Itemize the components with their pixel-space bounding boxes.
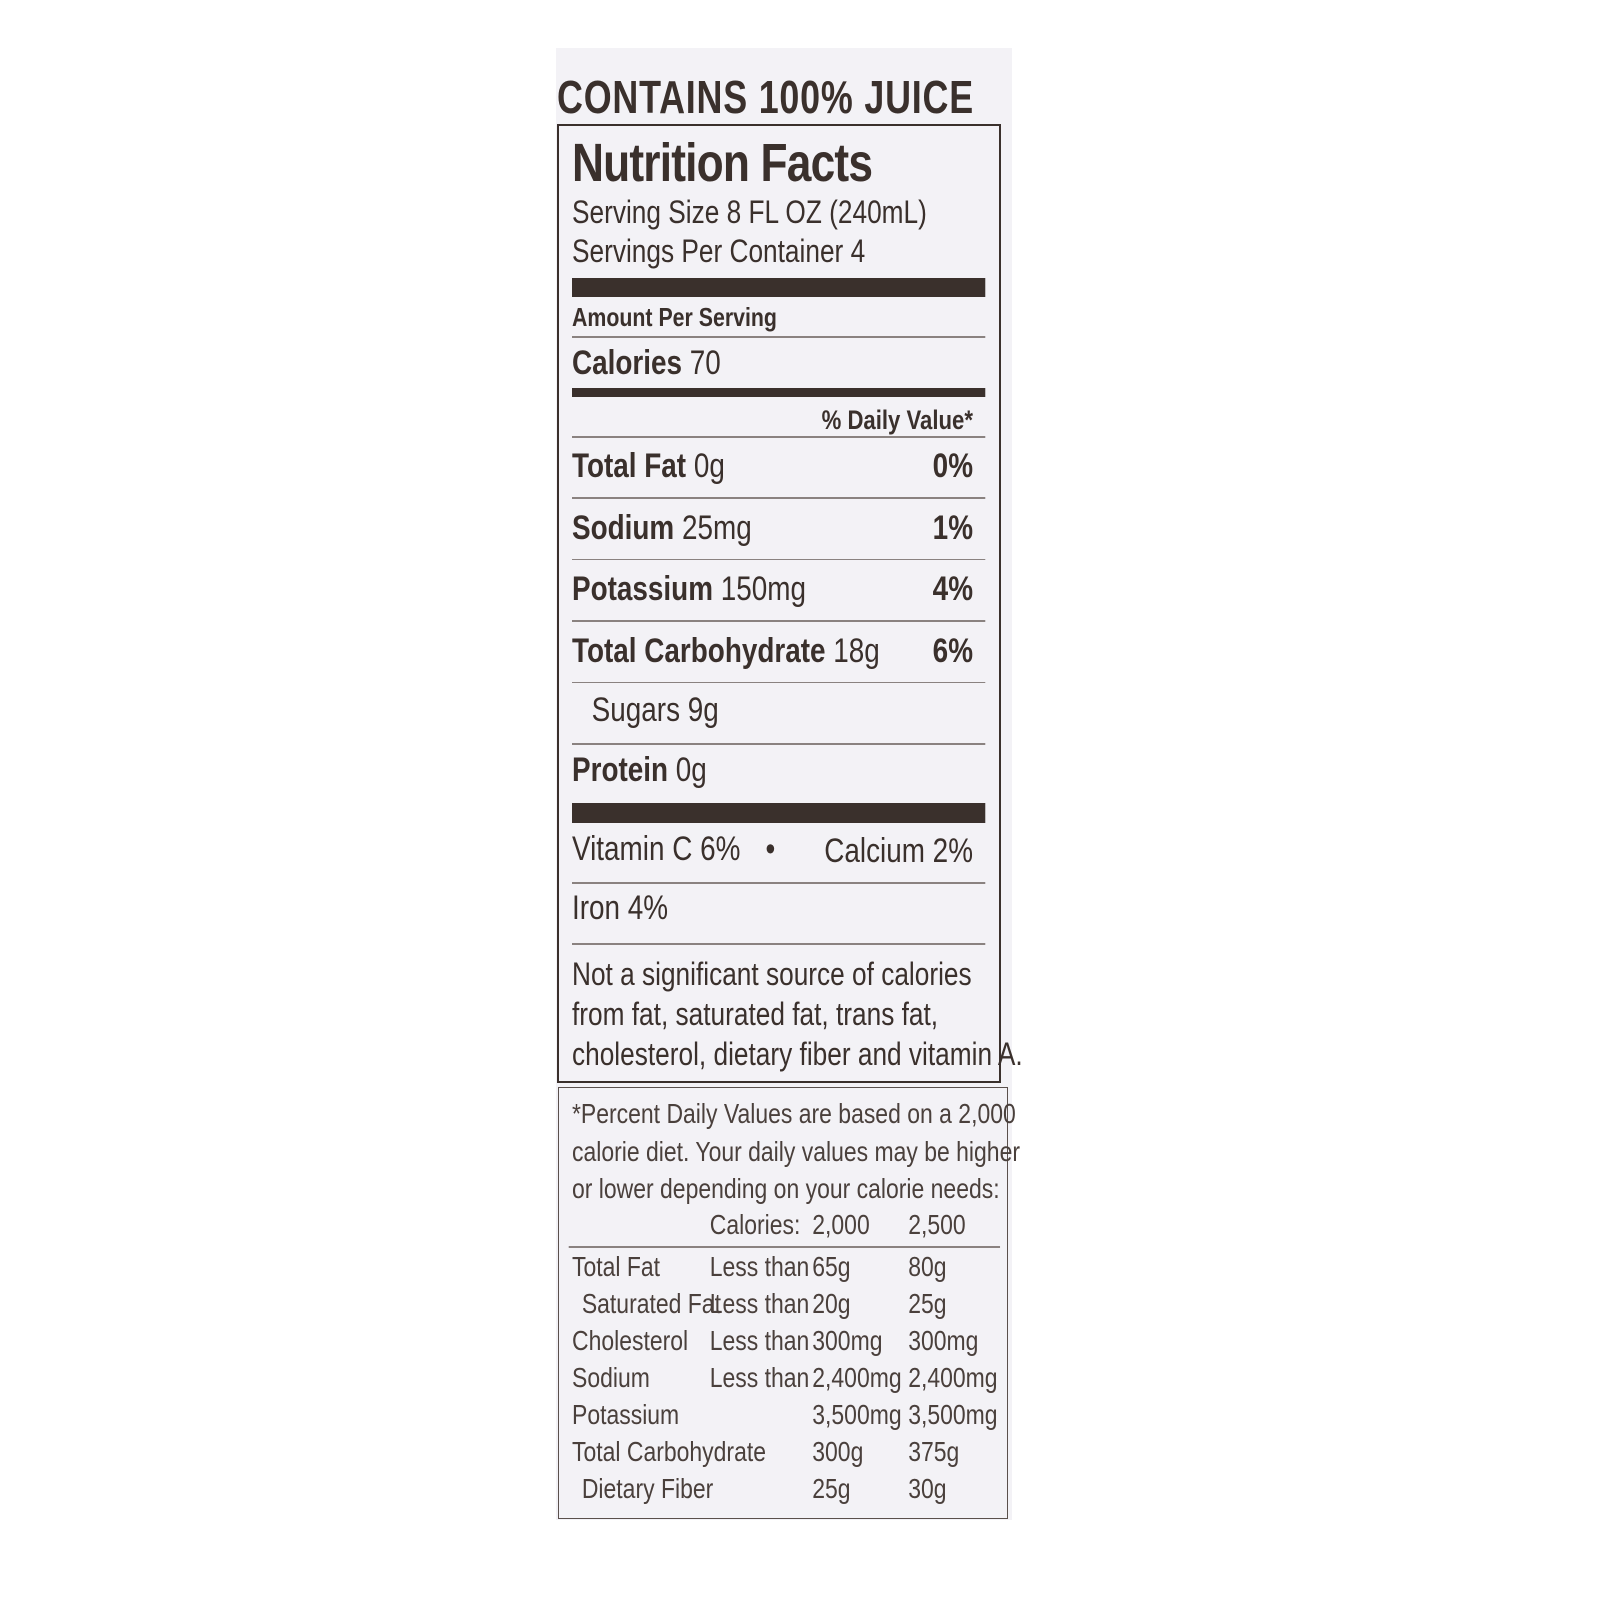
calcium: Calcium 2%: [824, 832, 973, 870]
juice-claim: CONTAINS 100% JUICE: [557, 71, 974, 123]
vitamin-c: Vitamin C 6%: [572, 830, 741, 868]
medium-rule: [572, 388, 986, 397]
rule: [572, 743, 986, 745]
nutrient-amount: 150mg: [720, 570, 807, 608]
amount-per-serving: Amount Per Serving: [572, 302, 777, 332]
footnote-nutrient: Total Carbohydrate: [572, 1436, 766, 1467]
footnote-nutrient: Potassium: [572, 1399, 680, 1430]
protein-amount: 0g: [675, 751, 707, 789]
footnote-2000: 65g: [812, 1251, 851, 1282]
separator: •: [765, 830, 776, 868]
rule: [572, 436, 986, 438]
footnote-line: or lower depending on your calorie needs…: [572, 1173, 1000, 1204]
footnote-line: *Percent Daily Values are based on a 2,0…: [572, 1098, 1016, 1129]
footnote-nutrient: Dietary Fiber: [581, 1473, 714, 1504]
column-heading: 2,000: [812, 1209, 870, 1240]
nutrient-amount: 25mg: [681, 508, 752, 547]
calories-amount: 70: [689, 344, 721, 382]
note-line: cholesterol, dietary fiber and vitamin A…: [572, 1036, 1023, 1072]
facts-title: Nutrition Facts: [572, 133, 873, 193]
nutrient-dv: 6%: [932, 631, 973, 670]
footnote-2000: 20g: [812, 1288, 851, 1319]
footnote-2000: 25g: [812, 1473, 851, 1504]
nutrient-dv: 0%: [932, 447, 973, 485]
nutrient-dv: 1%: [932, 508, 973, 547]
sugars-row: Sugars 9g: [591, 691, 719, 729]
rule: [572, 681, 986, 683]
rule: [572, 558, 986, 560]
note-line: from fat, saturated fat, trans fat,: [572, 996, 939, 1032]
protein-row: Protein 0g: [572, 753, 707, 787]
facts-box-edge: [557, 124, 559, 1081]
footnote-2500: 30g: [908, 1473, 947, 1504]
thick-rule: [572, 803, 986, 823]
footnote-limit: Less than: [709, 1325, 810, 1356]
daily-value-heading: % Daily Value*: [821, 405, 973, 435]
footnote-2500: 300mg: [908, 1325, 979, 1356]
footnote-limit: Less than: [709, 1288, 810, 1319]
footnote-2500: 2,400mg: [908, 1362, 998, 1393]
iron: Iron 4%: [572, 889, 669, 927]
footnote-line: calorie diet. Your daily values may be h…: [572, 1136, 1020, 1167]
rule: [572, 882, 986, 884]
calories-row: Calories 70: [572, 346, 721, 380]
footnote-2000: 3,500mg: [812, 1399, 902, 1430]
footnote-limit: Less than: [709, 1362, 810, 1393]
footnote-2500: 80g: [908, 1251, 947, 1282]
footnote-nutrient: Saturated Fat: [581, 1288, 721, 1319]
footnote-nutrient: Sodium: [572, 1362, 650, 1393]
nutrient-label: Potassium: [572, 570, 714, 608]
rule: [572, 497, 986, 499]
footnote-limit: Less than: [709, 1251, 810, 1282]
rule: [572, 943, 986, 945]
footnote-2500: 375g: [908, 1436, 960, 1467]
nutrient-label: Total Carbohydrate: [572, 631, 826, 670]
nutrient-amount: 18g: [833, 631, 880, 670]
nutrient-dv: 4%: [932, 570, 973, 608]
nutrient-label: Sodium: [572, 508, 675, 547]
footnote-2000: 2,400mg: [812, 1362, 902, 1393]
nutrient-row: Total Fat 0g: [572, 449, 725, 483]
footnote-2000: 300g: [812, 1436, 864, 1467]
footnote-nutrient: Total Fat: [572, 1251, 661, 1282]
rule: [572, 336, 986, 338]
label-content: Nutrition Facts Serving Size 8 FL OZ (24…: [568, 0, 1023, 1600]
protein-label: Protein: [572, 751, 669, 789]
servings-per-container: Servings Per Container 4: [572, 233, 866, 269]
serving-size: Serving Size 8 FL OZ (240mL): [572, 194, 927, 230]
footnote-2500: 25g: [908, 1288, 947, 1319]
column-heading: Calories:: [709, 1209, 801, 1240]
footnote-nutrient: Cholesterol: [572, 1325, 689, 1356]
nutrient-row: Total Carbohydrate 18g: [572, 634, 880, 668]
nutrient-label: Total Fat: [572, 447, 687, 485]
footnote-box: [558, 1087, 1008, 1519]
footnote-2500: 3,500mg: [908, 1399, 998, 1430]
thick-rule: [572, 278, 986, 297]
calories-label: Calories: [572, 344, 683, 382]
nutrient-row: Sodium 25mg: [572, 511, 752, 545]
nutrient-row: Potassium 150mg: [572, 572, 806, 606]
footnote-2000: 300mg: [812, 1325, 883, 1356]
nutrient-amount: 0g: [693, 447, 725, 485]
rule: [568, 1246, 1001, 1248]
note-line: Not a significant source of calories: [572, 956, 972, 992]
facts-box: [557, 124, 1001, 1083]
column-heading: 2,500: [908, 1209, 966, 1240]
rule: [572, 620, 986, 622]
